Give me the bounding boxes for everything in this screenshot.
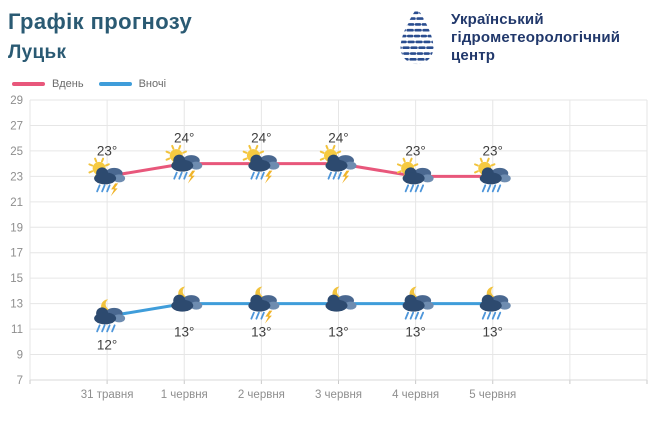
temp-label: 24°	[174, 131, 194, 146]
temp-label: 24°	[251, 131, 271, 146]
day-line-swatch	[12, 82, 45, 86]
sun-cloud-rain-icon	[396, 157, 434, 193]
temp-label: 13°	[174, 325, 194, 340]
night-line-swatch	[98, 82, 132, 86]
x-axis-label: 4 червня	[392, 389, 439, 401]
y-axis-label: 11	[11, 324, 23, 336]
logo-text-line1: Український	[451, 11, 544, 28]
x-axis-label: 5 червня	[469, 389, 516, 401]
day-series-line	[105, 162, 495, 178]
sun-cloud-rain-lightning-icon	[242, 144, 280, 184]
page-title: Графік прогнозу	[8, 9, 193, 34]
temp-label: 23°	[405, 143, 425, 158]
moon-cloud-icon	[325, 286, 357, 312]
temp-label: 12°	[97, 337, 117, 352]
y-axis-label: 27	[10, 120, 23, 132]
y-axis-label: 7	[17, 375, 23, 387]
legend-item-day[interactable]: Вдень	[12, 78, 84, 90]
sun-cloud-rain-lightning-icon	[319, 144, 357, 184]
legend-item-night[interactable]: Вночі	[98, 78, 167, 90]
temp-label: 24°	[328, 131, 348, 146]
x-axis-label: 3 червня	[315, 389, 362, 401]
y-axis-label: 25	[10, 146, 23, 158]
temp-label: 13°	[251, 325, 271, 340]
y-axis-label: 29	[10, 95, 23, 107]
temp-label: 23°	[483, 143, 503, 158]
moon-cloud-rain-icon	[402, 286, 434, 320]
y-axis-label: 9	[17, 350, 23, 362]
logo-text-line2: гідрометеорологічний	[451, 29, 621, 46]
sun-cloud-rain-lightning-icon	[165, 144, 203, 184]
logo-text: Український гідрометеорологічний центр	[451, 6, 620, 65]
temp-label: 13°	[328, 325, 348, 340]
temp-label: 13°	[405, 325, 425, 340]
y-axis-label: 19	[10, 222, 23, 234]
moon-cloud-rain-icon	[94, 299, 126, 333]
legend-day-label: Вдень	[52, 78, 84, 90]
logo-text-line3: центр	[451, 47, 496, 64]
moon-cloud-icon	[171, 286, 203, 312]
y-axis-label: 23	[10, 171, 23, 183]
x-axis-label: 31 травня	[81, 389, 134, 401]
y-axis-label: 13	[10, 299, 23, 311]
y-axis-label: 21	[10, 197, 23, 209]
moon-cloud-rain-lightning-icon	[248, 286, 280, 324]
y-axis-label: 15	[10, 273, 23, 285]
sun-cloud-rain-icon	[474, 157, 511, 193]
sun-cloud-rain-lightning-icon	[88, 157, 126, 197]
x-axis-label: 1 червня	[161, 389, 208, 401]
legend-night-label: Вночі	[138, 78, 167, 90]
moon-cloud-rain-icon	[479, 286, 511, 320]
night-series-line	[105, 302, 495, 318]
y-axis-label: 17	[10, 248, 23, 260]
chart-legend: Вдень Вночі	[12, 78, 166, 90]
hydromet-logo: Український гідрометеорологічний центр	[394, 6, 620, 70]
temp-label: 23°	[97, 143, 117, 158]
x-axis-label: 2 червня	[238, 389, 285, 401]
temp-label: 13°	[483, 325, 503, 340]
city-subtitle: Луцьк	[8, 42, 67, 63]
water-drop-logo-icon	[400, 11, 434, 65]
